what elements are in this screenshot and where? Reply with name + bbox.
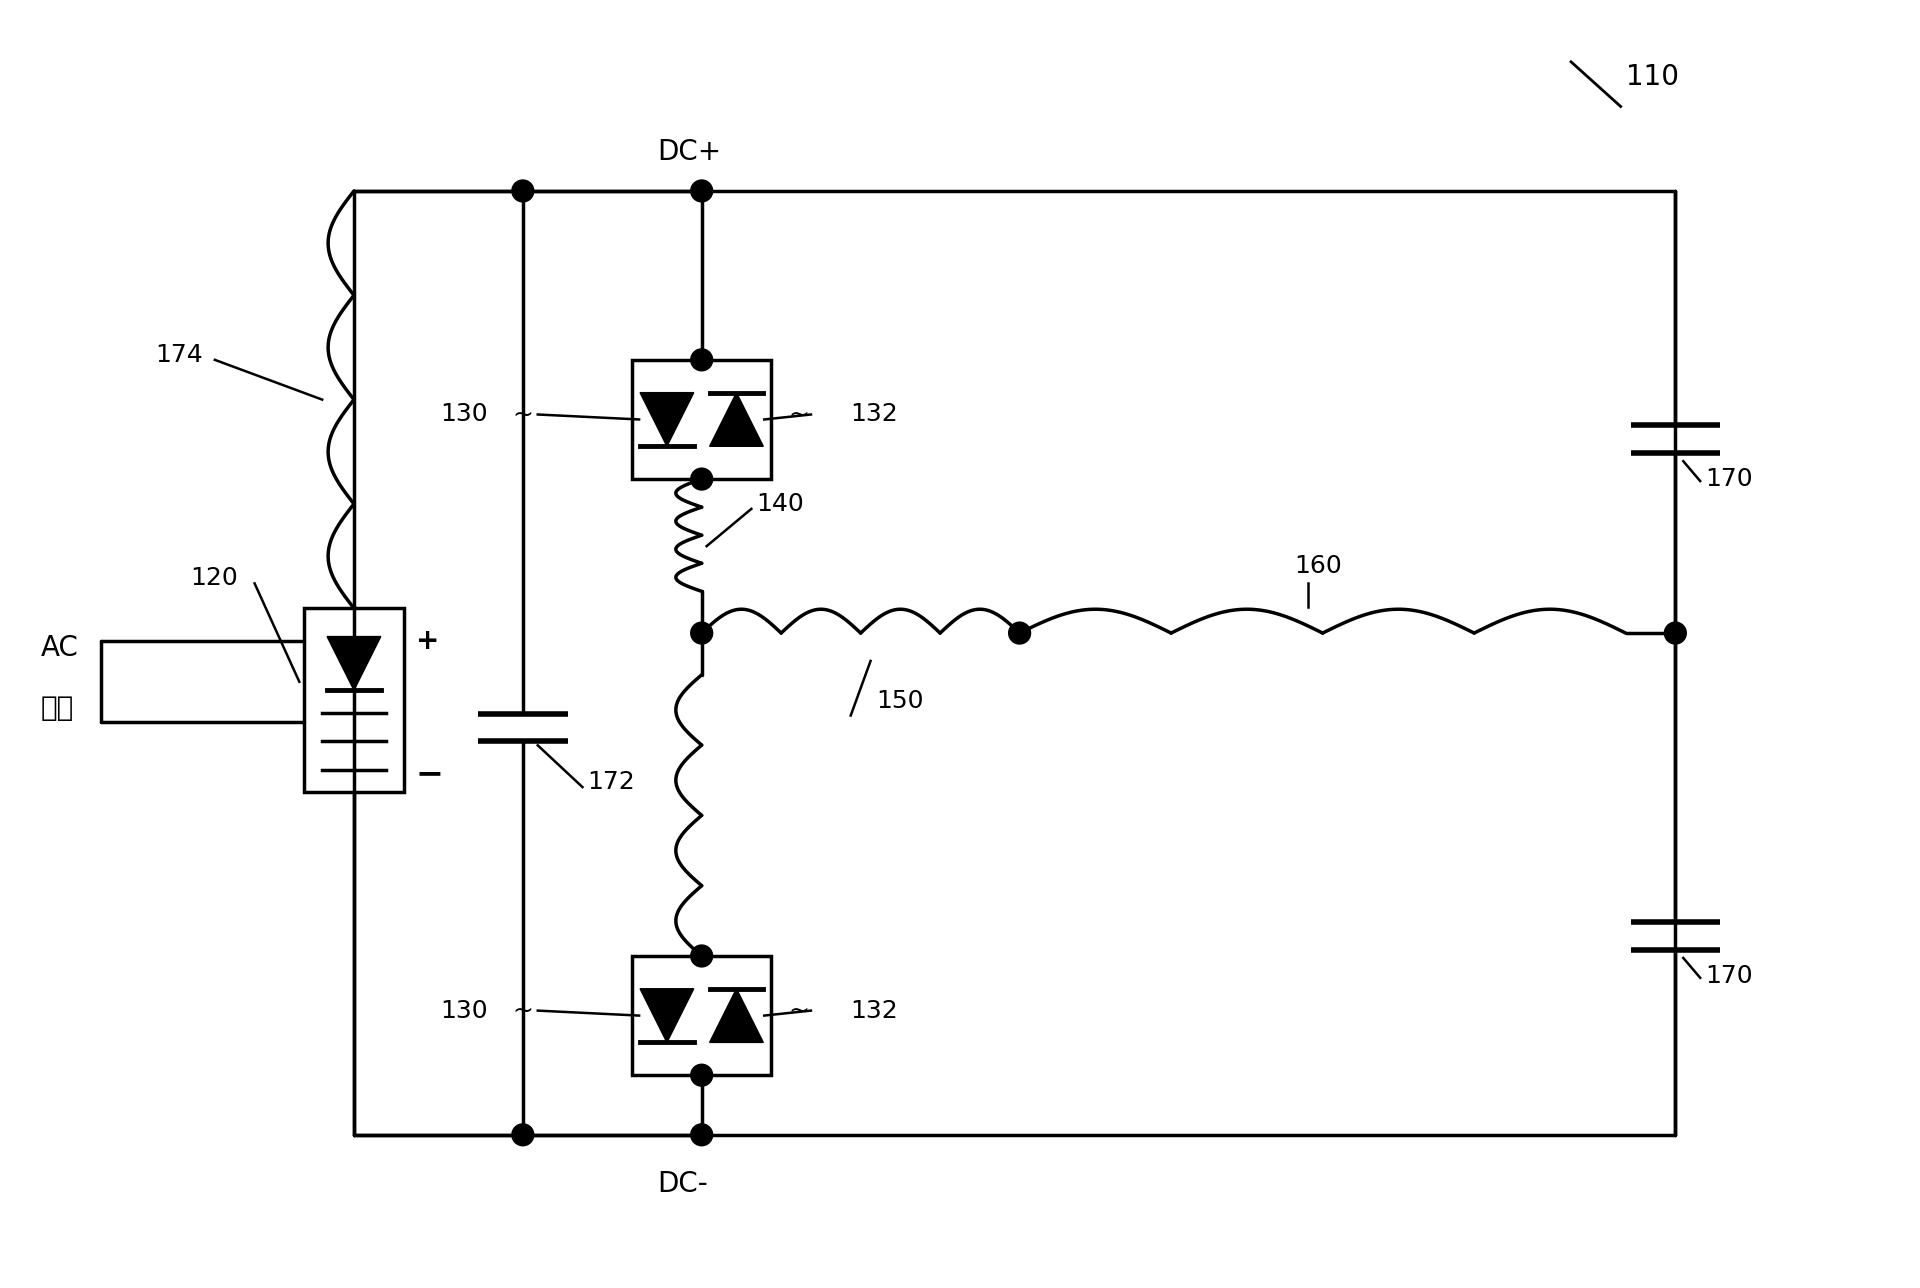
Text: AC: AC [40,634,79,662]
Text: 174: 174 [156,343,204,367]
Text: 170: 170 [1705,468,1753,491]
Circle shape [691,622,712,644]
Bar [303,608,403,792]
Bar [632,359,772,479]
Circle shape [513,180,534,202]
Text: 172: 172 [588,770,636,795]
Text: +: + [415,627,440,656]
Text: 130: 130 [440,402,488,426]
Text: 132: 132 [851,998,899,1023]
Text: 150: 150 [877,689,924,712]
Text: ~: ~ [513,998,532,1023]
Circle shape [691,349,712,371]
Text: DC+: DC+ [657,138,722,166]
Text: 120: 120 [190,567,238,590]
Circle shape [691,1124,712,1146]
Circle shape [1008,622,1031,644]
Circle shape [691,180,712,202]
Polygon shape [710,393,764,446]
Circle shape [691,1064,712,1086]
Circle shape [513,1124,534,1146]
Polygon shape [639,989,693,1042]
Polygon shape [326,636,380,690]
Text: ~: ~ [513,402,532,426]
Text: 140: 140 [756,492,804,516]
Text: ~: ~ [787,998,808,1023]
Bar [632,956,772,1075]
Text: 电源: 电源 [40,693,75,721]
Text: 170: 170 [1705,963,1753,988]
Circle shape [691,945,712,967]
Text: −: − [415,757,444,790]
Text: 160: 160 [1294,554,1342,578]
Circle shape [691,468,712,489]
Text: ~: ~ [787,402,808,426]
Polygon shape [639,393,693,446]
Text: 132: 132 [851,402,899,426]
Text: 110: 110 [1626,63,1678,90]
Text: DC-: DC- [657,1170,708,1198]
Polygon shape [710,989,764,1042]
Text: 130: 130 [440,998,488,1023]
Circle shape [1665,622,1686,644]
